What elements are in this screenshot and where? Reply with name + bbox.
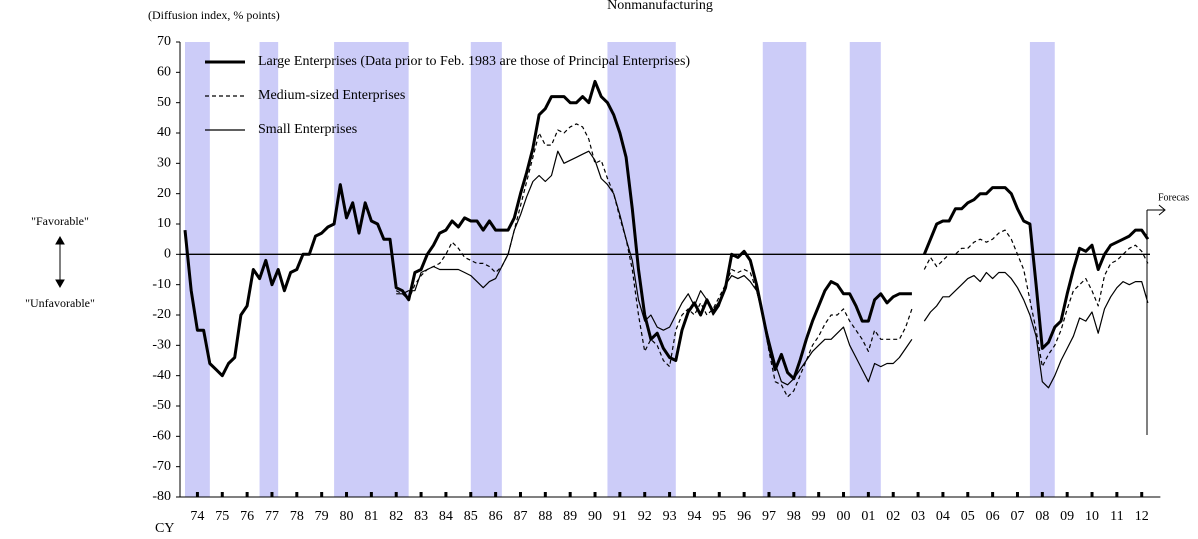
x-tick-label: 90: [588, 509, 602, 524]
y-tick-label: 60: [157, 65, 171, 80]
shaded-period: [607, 42, 676, 497]
legend-label: Medium-sized Enterprises: [258, 88, 405, 103]
x-tick-label: 89: [563, 509, 577, 524]
chart-title: Nonmanufacturing: [607, 0, 713, 13]
forecast-note: Forecas: [1158, 192, 1189, 203]
x-tick-label: 84: [439, 509, 453, 524]
x-tick-label: 79: [315, 509, 329, 524]
x-tick-label: 78: [290, 509, 304, 524]
x-tick-label: 91: [613, 509, 627, 524]
y-tick-label: 0: [164, 247, 171, 262]
y-tick-label: -50: [152, 398, 171, 413]
y-tick-label: -70: [152, 459, 171, 474]
x-tick-label: 93: [663, 509, 677, 524]
y-axis-label: (Diffusion index, % points): [148, 8, 280, 22]
x-tick-label: 01: [861, 509, 875, 524]
x-tick-label: 96: [737, 509, 751, 524]
x-tick-label: 07: [1010, 509, 1024, 524]
x-tick-label: 75: [215, 509, 229, 524]
x-tick-label: 97: [762, 509, 776, 524]
legend-label: Small Enterprises: [258, 122, 357, 137]
y-tick-label: -60: [152, 429, 171, 444]
x-tick-label: 02: [886, 509, 900, 524]
x-tick-label: 11: [1110, 509, 1123, 524]
x-tick-label: 87: [513, 509, 527, 524]
y-tick-label: -10: [152, 277, 171, 292]
y-tick-label: -40: [152, 368, 171, 383]
y-tick-label: -20: [152, 307, 171, 322]
x-tick-label: 98: [787, 509, 801, 524]
x-tick-label: 81: [364, 509, 378, 524]
y-tick-label: -80: [152, 489, 171, 504]
x-tick-label: 05: [961, 509, 975, 524]
x-axis-label: CY: [155, 521, 174, 536]
x-tick-label: 99: [812, 509, 826, 524]
y-tick-label: -30: [152, 338, 171, 353]
x-tick-label: 03: [911, 509, 925, 524]
y-tick-label: 10: [157, 216, 171, 231]
x-tick-label: 06: [986, 509, 1000, 524]
series-line: [396, 150, 1149, 389]
x-tick-label: 00: [837, 509, 851, 524]
x-tick-label: 80: [340, 509, 354, 524]
x-tick-label: 95: [712, 509, 726, 524]
x-tick-label: 76: [240, 509, 254, 524]
x-tick-label: 86: [489, 509, 503, 524]
direction-arrow: [55, 235, 65, 289]
legend-label: Large Enterprises (Data prior to Feb. 19…: [258, 54, 690, 69]
y-tick-label: 20: [157, 186, 171, 201]
x-tick-label: 88: [538, 509, 552, 524]
x-tick-label: 82: [389, 509, 403, 524]
favorable-note: "Favorable": [31, 214, 89, 228]
x-tick-label: 10: [1085, 509, 1099, 524]
series-line: [395, 123, 1149, 398]
x-tick-label: 94: [687, 509, 701, 524]
x-tick-label: 92: [638, 509, 652, 524]
unfavorable-note: "Unfavorable": [25, 296, 95, 310]
shaded-period: [762, 42, 807, 497]
x-tick-label: 85: [464, 509, 478, 524]
x-tick-label: 83: [414, 509, 428, 524]
series-line: [183, 79, 1150, 381]
x-tick-label: 12: [1135, 509, 1149, 524]
shaded-period: [470, 42, 502, 497]
x-tick-label: 74: [190, 509, 204, 524]
y-tick-label: 50: [157, 95, 171, 110]
x-tick-label: 77: [265, 509, 279, 524]
forecast-marker: [1146, 204, 1166, 435]
x-tick-label: 08: [1035, 509, 1049, 524]
y-tick-label: 70: [157, 34, 171, 49]
y-tick-label: 40: [157, 125, 171, 140]
x-tick-label: 04: [936, 509, 950, 524]
y-tick-label: 30: [157, 156, 171, 171]
x-tick-label: 09: [1060, 509, 1074, 524]
shaded-period: [334, 42, 409, 497]
shaded-period: [849, 42, 881, 497]
